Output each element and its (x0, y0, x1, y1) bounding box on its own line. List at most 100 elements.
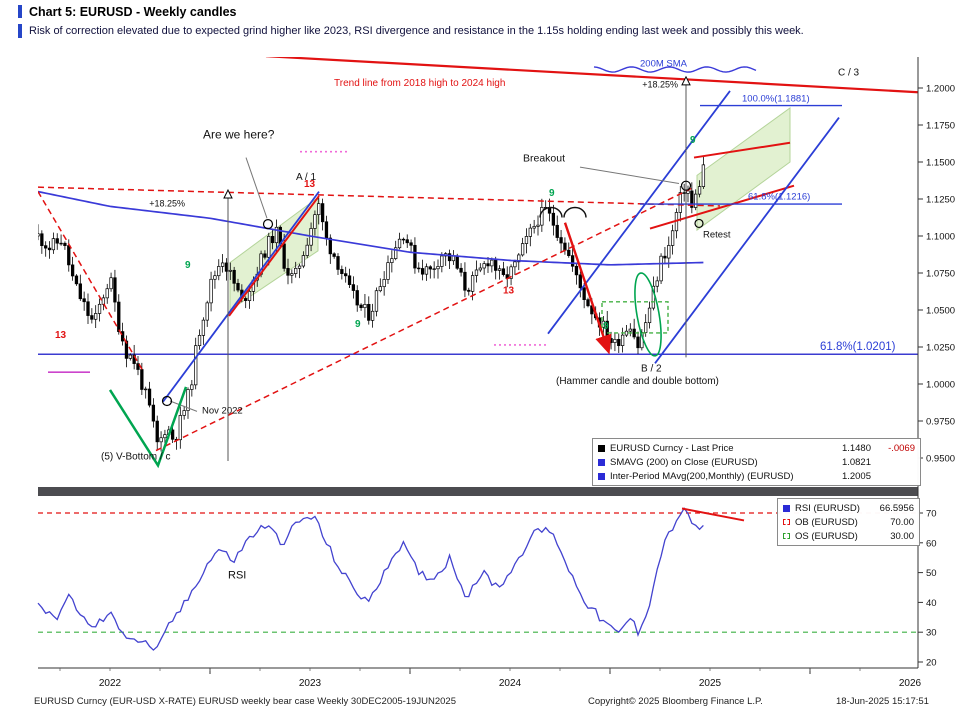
footer-timestamp: 18-Jun-2025 15:17:51 (836, 696, 929, 707)
svg-text:Nov 2022: Nov 2022 (202, 406, 243, 417)
svg-text:60: 60 (926, 538, 937, 549)
legend-change: -.0069 (888, 442, 915, 454)
bottom-highlight-ellipse (634, 272, 662, 357)
svg-text:Trend line from 2018 high to 2: Trend line from 2018 high to 2024 high (334, 78, 505, 89)
svg-text:B / 2: B / 2 (641, 363, 662, 374)
svg-text:9: 9 (603, 321, 609, 332)
legend-value: 1.0821 (841, 456, 871, 468)
legend-value: 70.00 (890, 516, 914, 528)
title-accent-bar (18, 5, 22, 18)
chart-header: Chart 5: EURUSD - Weekly candles Risk of… (18, 5, 804, 43)
svg-text:0.9750: 0.9750 (926, 417, 955, 428)
legend-row-rsi[interactable]: RSI (EURUSD) 66.5956 (783, 501, 914, 515)
chart-title-row: Chart 5: EURUSD - Weekly candles (18, 5, 804, 19)
legend-value: 30.00 (890, 530, 914, 542)
svg-text:1.0000: 1.0000 (926, 380, 955, 391)
annotation-circle (680, 180, 692, 191)
footer-copyright: Copyright© 2025 Bloomberg Finance L.P. (588, 696, 763, 707)
svg-text:30: 30 (926, 628, 937, 639)
svg-text:1.1000: 1.1000 (926, 232, 955, 243)
annotation-circle (161, 395, 173, 407)
svg-text:70: 70 (926, 509, 937, 520)
annotation-circle (694, 218, 704, 229)
rsi-panel: RSI (37, 507, 918, 651)
svg-text:1.1250: 1.1250 (926, 195, 955, 206)
svg-text:50: 50 (926, 568, 937, 579)
svg-text:RSI: RSI (228, 570, 246, 582)
svg-text:2025: 2025 (699, 678, 722, 689)
svg-text:9: 9 (185, 260, 191, 271)
legend-label: OS (EURUSD) (795, 530, 858, 542)
decline-arrow (563, 222, 612, 355)
svg-text:2023: 2023 (299, 678, 322, 689)
svg-text:(5) V-Bottom / c: (5) V-Bottom / c (101, 451, 170, 462)
svg-text:+18.25%: +18.25% (642, 79, 678, 89)
svg-text:1.2000: 1.2000 (926, 84, 955, 95)
subtitle-accent-bar (18, 24, 22, 38)
interperiod-mavg-swatch-icon (598, 472, 605, 480)
legend-row-last-price[interactable]: EURUSD Curncy - Last Price 1.1480 -.0069 (598, 441, 915, 455)
svg-text:20: 20 (926, 658, 937, 669)
rsi-swatch-icon (783, 504, 790, 512)
rsi-legend: RSI (EURUSD) 66.5956 OB (EURUSD) 70.00 O… (777, 498, 920, 546)
svg-text:1.1750: 1.1750 (926, 121, 955, 132)
svg-text:Breakout: Breakout (523, 152, 565, 164)
svg-text:1.0250: 1.0250 (926, 343, 955, 354)
panel-separator (38, 487, 918, 496)
legend-value: 66.5956 (879, 502, 914, 514)
legend-row-interperiod-mavg[interactable]: Inter-Period MAvg(200,Monthly) (EURUSD) … (598, 469, 915, 483)
svg-text:61.8%(1.1216): 61.8%(1.1216) (748, 192, 810, 203)
annotation-circle (262, 219, 274, 230)
svg-text:13: 13 (503, 286, 515, 297)
legend-value: 1.2005 (841, 470, 871, 482)
double-top-arc (563, 206, 587, 218)
svg-text:40: 40 (926, 598, 937, 609)
rsi-divergence-line (681, 507, 745, 522)
svg-text:+18.25%: +18.25% (149, 198, 185, 208)
sma-200-line (38, 190, 704, 266)
legend-label: SMAVG (200) on Close (EURUSD) (610, 456, 758, 468)
svg-text:(Hammer candle and double bott: (Hammer candle and double bottom) (556, 376, 719, 387)
chart-subtitle: Risk of correction elevated due to expec… (29, 25, 804, 37)
legend-row-ob[interactable]: OB (EURUSD) 70.00 (783, 515, 914, 529)
axes: 1.2000 1.1750 1.1500 1.1250 1.1000 1.0750 1.05… (38, 57, 955, 689)
legend-label: OB (EURUSD) (795, 516, 858, 528)
svg-text:A / 1: A / 1 (296, 172, 316, 183)
svg-text:100.0%(1.1881): 100.0%(1.1881) (742, 93, 810, 104)
candlestick-layer (38, 156, 706, 452)
svg-text:2026: 2026 (899, 678, 922, 689)
double-top-arc (539, 206, 563, 218)
svg-text:0.9500: 0.9500 (926, 454, 955, 465)
measure-triangle-icon (223, 188, 233, 199)
smavg-swatch-icon (598, 458, 605, 466)
overbought-swatch-icon (783, 519, 790, 525)
chart-subtitle-row: Risk of correction elevated due to expec… (18, 24, 804, 38)
legend-value: 1.1480 (841, 442, 871, 454)
last-price-swatch-icon (598, 444, 605, 452)
svg-text:61.8%(1.0201): 61.8%(1.0201) (820, 341, 896, 353)
svg-text:13: 13 (304, 179, 316, 190)
underlay-shapes (38, 107, 918, 355)
legend-row-smavg[interactable]: SMAVG (200) on Close (EURUSD) 1.0821 (598, 455, 915, 469)
footer-descriptor: EURUSD Curncy (EUR-USD X-RATE) EURUSD we… (34, 696, 456, 707)
monthly-ma-200-line (593, 66, 757, 73)
svg-text:9: 9 (690, 135, 696, 146)
v-bottom-marker (108, 386, 188, 469)
svg-text:9: 9 (355, 319, 361, 330)
double-bottom-box (601, 301, 669, 334)
page-title: Chart 5: EURUSD - Weekly candles (29, 5, 237, 19)
legend-row-os[interactable]: OS (EURUSD) 30.00 (783, 529, 914, 543)
svg-text:200M SMA: 200M SMA (640, 59, 688, 70)
measure-triangle-icon (681, 75, 691, 86)
measure-lines (161, 75, 704, 461)
legend-label: EURUSD Curncy - Last Price (610, 442, 734, 454)
svg-text:C / 3: C / 3 (838, 67, 860, 78)
svg-text:2024: 2024 (499, 678, 522, 689)
svg-text:9: 9 (549, 188, 555, 199)
svg-text:Retest: Retest (703, 229, 731, 240)
oversold-swatch-icon (783, 533, 790, 539)
svg-text:1.0500: 1.0500 (926, 306, 955, 317)
svg-text:13: 13 (55, 330, 67, 341)
svg-text:Are we here?: Are we here? (203, 127, 275, 141)
